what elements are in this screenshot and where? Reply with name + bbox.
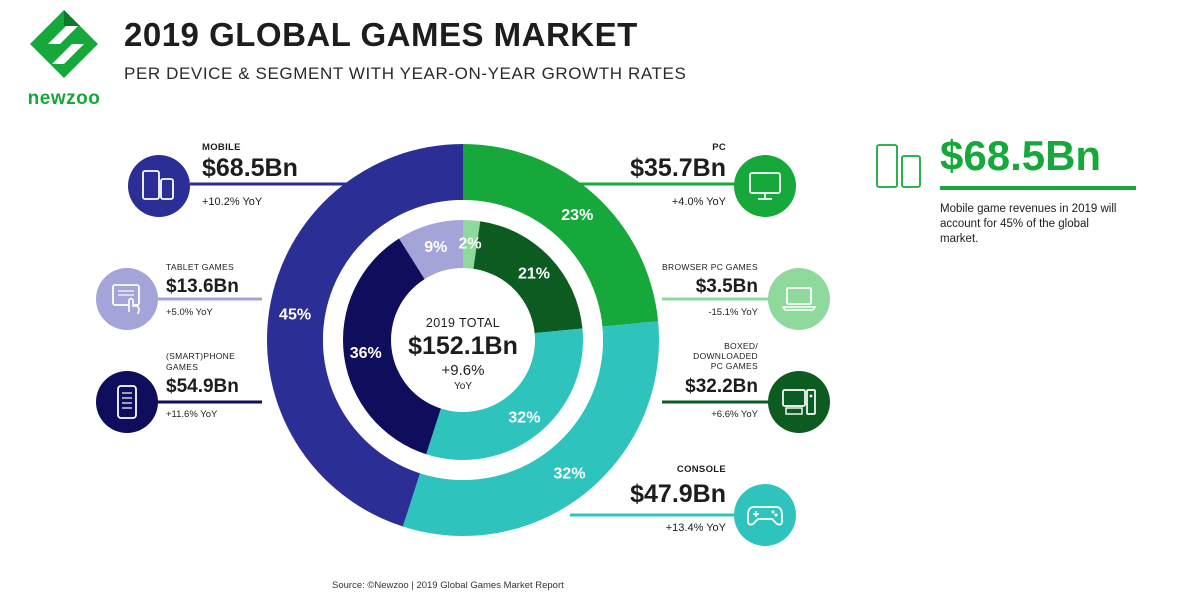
connector-lines — [150, 182, 770, 517]
callout-text: Mobile game revenues in 2019 will accoun… — [940, 203, 1117, 245]
callout-value: $68.5Bn — [940, 132, 1102, 179]
outer-slice-pc — [463, 144, 659, 327]
newzoo-logo: newzoo — [24, 8, 104, 109]
boxed-name-1: BOXED/ — [724, 341, 758, 351]
center-total-value: $152.1Bn — [408, 332, 518, 360]
inner-slice-browser-pc-games — [463, 220, 481, 269]
browser-yoy: -15.1% YoY — [708, 307, 758, 318]
pc-yoy: +4.0% YoY — [671, 196, 726, 208]
newzoo-logo-icon — [30, 10, 98, 78]
console-icon — [734, 484, 796, 546]
console-value: $47.9Bn — [630, 480, 726, 508]
mobile-value: $68.5Bn — [202, 154, 298, 182]
mobile-yoy: +10.2% YoY — [202, 196, 263, 208]
mobile-name: MOBILE — [202, 142, 241, 153]
brand-name: newzoo — [27, 88, 101, 109]
phone-yoy: +11.6% YoY — [166, 409, 218, 420]
inner-ring — [343, 220, 583, 460]
tablet-yoy: +5.0% YoY — [166, 307, 213, 318]
phone-name-2: GAMES — [166, 362, 199, 372]
inner-label-smart-phone-games: 36% — [350, 345, 382, 362]
browser-value: $3.5Bn — [695, 276, 758, 297]
tablet-name: TABLET GAMES — [166, 262, 234, 272]
page-title: 2019 GLOBAL GAMES MARKET — [124, 16, 638, 53]
phone-icon — [96, 371, 158, 433]
tablet-touch-icon — [112, 284, 140, 315]
desktop-tower-icon — [782, 389, 816, 415]
console-yoy: +13.4% YoY — [665, 522, 726, 534]
pc-icon — [734, 155, 796, 217]
inner-label-tablet-games: 9% — [424, 239, 447, 256]
outer-slice-mobile — [266, 144, 463, 527]
tablet-value: $13.6Bn — [166, 276, 239, 297]
outer-label-console: 32% — [554, 465, 586, 482]
devices-icon — [142, 170, 174, 200]
tablet-icon — [96, 268, 158, 330]
source-note: Source: ©Newzoo | 2019 Global Games Mark… — [332, 580, 564, 591]
callout-divider — [940, 186, 1136, 190]
ring-separator — [323, 200, 603, 480]
outer-slice-console — [402, 321, 659, 536]
mobile-icon — [128, 155, 190, 217]
inner-slice-tablet-games — [399, 220, 463, 280]
inner-label-browser-pc-games: 2% — [459, 235, 482, 252]
outer-label-pc: 23% — [561, 207, 593, 224]
pc-value: $35.7Bn — [630, 154, 726, 182]
inner-label-console: 32% — [508, 409, 540, 426]
boxed-name-3: PC GAMES — [710, 361, 758, 371]
boxed-icon — [768, 371, 830, 433]
ring-labels: 23% 32% 45% 2% 21% 32% 36% 9% — [279, 207, 593, 482]
pc-name: PC — [712, 142, 726, 153]
inner-slice-smart-phone-games — [343, 238, 441, 455]
browser-name: BROWSER PC GAMES — [662, 262, 758, 272]
center-growth: +9.6% — [441, 362, 485, 379]
console-name: CONSOLE — [676, 464, 726, 475]
center-total-label: 2019 TOTAL — [425, 316, 501, 330]
inner-slice-boxed-downloaded-pc-games — [473, 221, 583, 334]
outer-ring — [266, 144, 659, 536]
laptop-icon — [781, 287, 817, 311]
gamepad-icon — [747, 506, 783, 526]
browser-icon — [768, 268, 830, 330]
phone-name-1: (SMART)PHONE — [166, 351, 236, 361]
outer-label-mobile: 45% — [279, 307, 311, 324]
phone-value: $54.9Bn — [166, 376, 239, 397]
smartphone-icon — [117, 385, 137, 419]
page-subtitle: PER DEVICE & SEGMENT WITH YEAR-ON-YEAR G… — [124, 64, 687, 83]
boxed-yoy: +6.6% YoY — [711, 409, 758, 420]
monitor-icon — [749, 172, 781, 200]
center-growth-unit: YoY — [454, 381, 472, 392]
callout-icon — [874, 142, 926, 199]
inner-label-boxed-downloaded-pc-games: 21% — [518, 265, 550, 282]
devices-icon — [876, 144, 921, 188]
boxed-value: $32.2Bn — [685, 376, 758, 397]
boxed-name-2: DOWNLOADED — [693, 351, 758, 361]
inner-slice-console — [426, 328, 583, 460]
